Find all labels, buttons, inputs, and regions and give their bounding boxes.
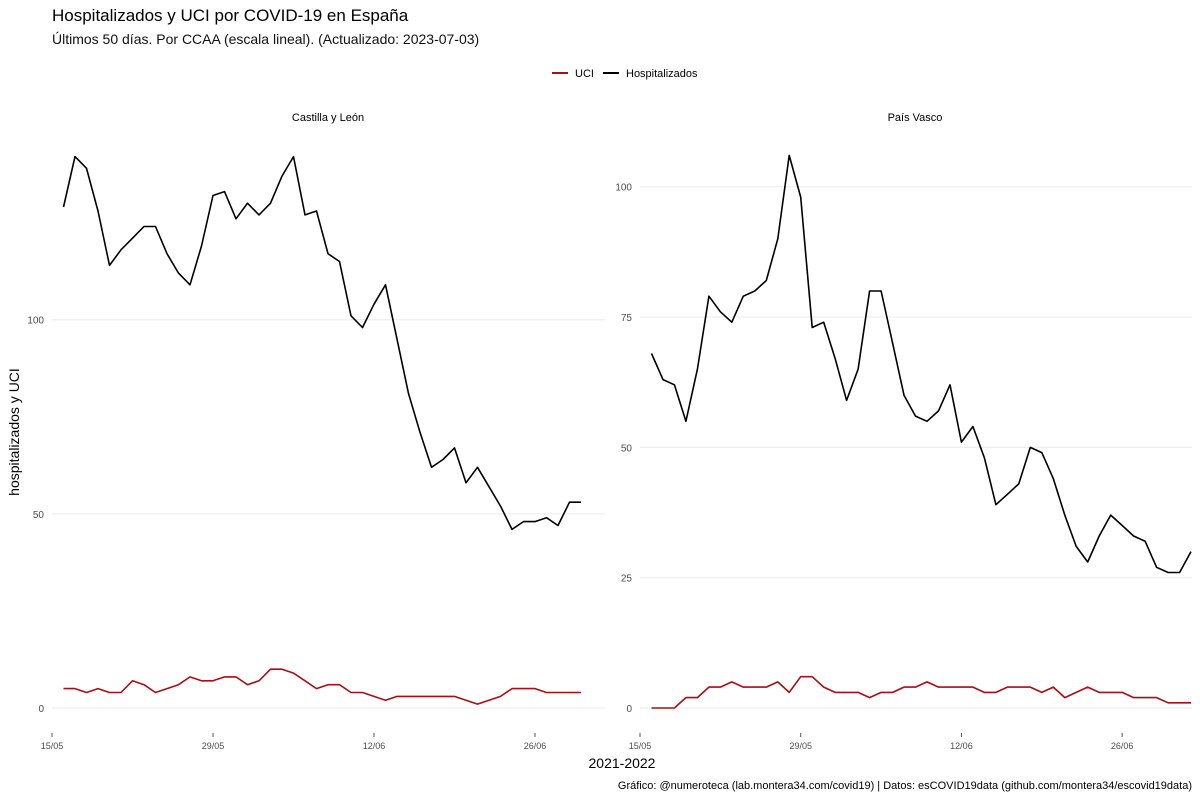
x-tick-label: 26/06 [524, 741, 547, 751]
x-tick-label: 12/06 [363, 741, 386, 751]
legend: UCI Hospitalizados [552, 68, 698, 80]
y-tick-label: 25 [621, 574, 633, 585]
legend-hosp-label: Hospitalizados [626, 68, 698, 80]
y-tick-label: 0 [626, 704, 632, 715]
y-tick-label: 100 [615, 183, 632, 194]
y-tick-label: 0 [38, 704, 44, 715]
panel-pais-vasco: País Vasco 0 25 50 75 100 15/05 29/05 12/06 26/0… [615, 112, 1192, 751]
x-tick-label: 26/06 [1111, 741, 1134, 751]
panel-castilla-y-leon: Castilla y León 0 50 100 15/05 29/05 12/06 26/… [27, 112, 605, 751]
y-tick-label: 75 [621, 313, 633, 324]
y-tick-label: 50 [621, 443, 633, 454]
x-tick-label: 15/05 [629, 741, 652, 751]
x-tick-label: 29/05 [789, 741, 812, 751]
x-axis-label: 2021-2022 [589, 755, 656, 771]
chart-title: Hospitalizados y UCI por COVID-19 en Esp… [52, 6, 409, 25]
legend-uci-label: UCI [575, 68, 594, 80]
chart-subtitle: Últimos 50 días. Por CCAA (escala lineal… [52, 31, 479, 47]
x-tick-label: 12/06 [950, 741, 973, 751]
y-tick-label: 100 [27, 316, 44, 327]
facet-label: Castilla y León [292, 112, 364, 124]
series-line-hospitalizados [62, 155, 581, 531]
y-axis-label: hospitalizados y UCI [6, 368, 22, 496]
series-line-uci [63, 668, 581, 705]
facet-label: País Vasco [888, 112, 943, 124]
series-line-uci [651, 675, 1191, 709]
x-tick-label: 29/05 [202, 741, 225, 751]
y-tick-label: 50 [33, 510, 45, 521]
caption: Gráfico: @numeroteca (lab.montera34.com/… [618, 780, 1192, 792]
x-tick-label: 15/05 [41, 741, 64, 751]
series-line-hospitalizados [650, 154, 1192, 574]
